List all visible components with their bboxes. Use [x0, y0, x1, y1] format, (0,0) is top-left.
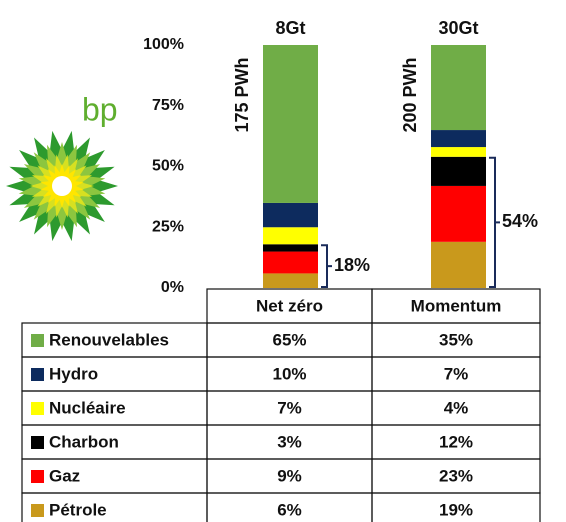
legend-label: Pétrole: [49, 500, 107, 519]
bar-segment: [431, 45, 486, 131]
y-tick-label: 100%: [143, 36, 184, 53]
bar-segment: [431, 185, 486, 242]
y-tick-label: 50%: [152, 158, 184, 175]
table-cell: [371, 492, 541, 522]
legend-label: Renouvelables: [49, 330, 169, 349]
legend-swatch: [31, 504, 44, 517]
bar-segment: [263, 273, 318, 288]
annotation: 54%: [502, 211, 538, 231]
legend-swatch: [31, 470, 44, 483]
y-tick-label: 25%: [152, 218, 184, 235]
bar-segment: [263, 45, 318, 203]
table-value: 7%: [277, 398, 302, 417]
column-header: Momentum: [411, 296, 502, 315]
table-value: 65%: [272, 330, 306, 349]
side-label: 175 PWh: [232, 57, 252, 132]
y-tick-label: 75%: [152, 97, 184, 114]
y-tick-label: 0%: [161, 279, 184, 296]
table-value: 10%: [272, 364, 306, 383]
legend-swatch: [31, 402, 44, 415]
table-value: 6%: [277, 500, 302, 519]
bracket: [489, 156, 496, 288]
table-value: 23%: [439, 466, 473, 485]
table-value: 3%: [277, 432, 302, 451]
logo-text: bp: [82, 91, 118, 127]
bar-segment: [263, 227, 318, 245]
annotation: 18%: [334, 255, 370, 275]
legend-swatch: [31, 436, 44, 449]
legend-label: Nucléaire: [49, 398, 126, 417]
top-label: 8Gt: [275, 18, 305, 38]
legend-label: Gaz: [49, 466, 80, 485]
bar-segment: [431, 130, 486, 148]
table-value: 12%: [439, 432, 473, 451]
table-value: 9%: [277, 466, 302, 485]
column-header: Net zéro: [256, 296, 323, 315]
top-label: 30Gt: [438, 18, 478, 38]
side-label: 200 PWh: [400, 57, 420, 132]
logo-center: [52, 176, 72, 196]
table-value: 19%: [439, 500, 473, 519]
bar-segment: [263, 251, 318, 274]
table-value: 35%: [439, 330, 473, 349]
bp-logo: [6, 130, 118, 242]
legend-swatch: [31, 334, 44, 347]
bar-segment: [431, 156, 486, 186]
legend-label: Charbon: [49, 432, 119, 451]
table-value: 7%: [444, 364, 469, 383]
legend-swatch: [31, 368, 44, 381]
bar-segment: [263, 202, 318, 228]
bar-segment: [431, 147, 486, 157]
legend-label: Hydro: [49, 364, 98, 383]
bracket: [321, 244, 328, 288]
bar-segment: [431, 241, 486, 288]
table-value: 4%: [444, 398, 469, 417]
bar-segment: [263, 244, 318, 252]
